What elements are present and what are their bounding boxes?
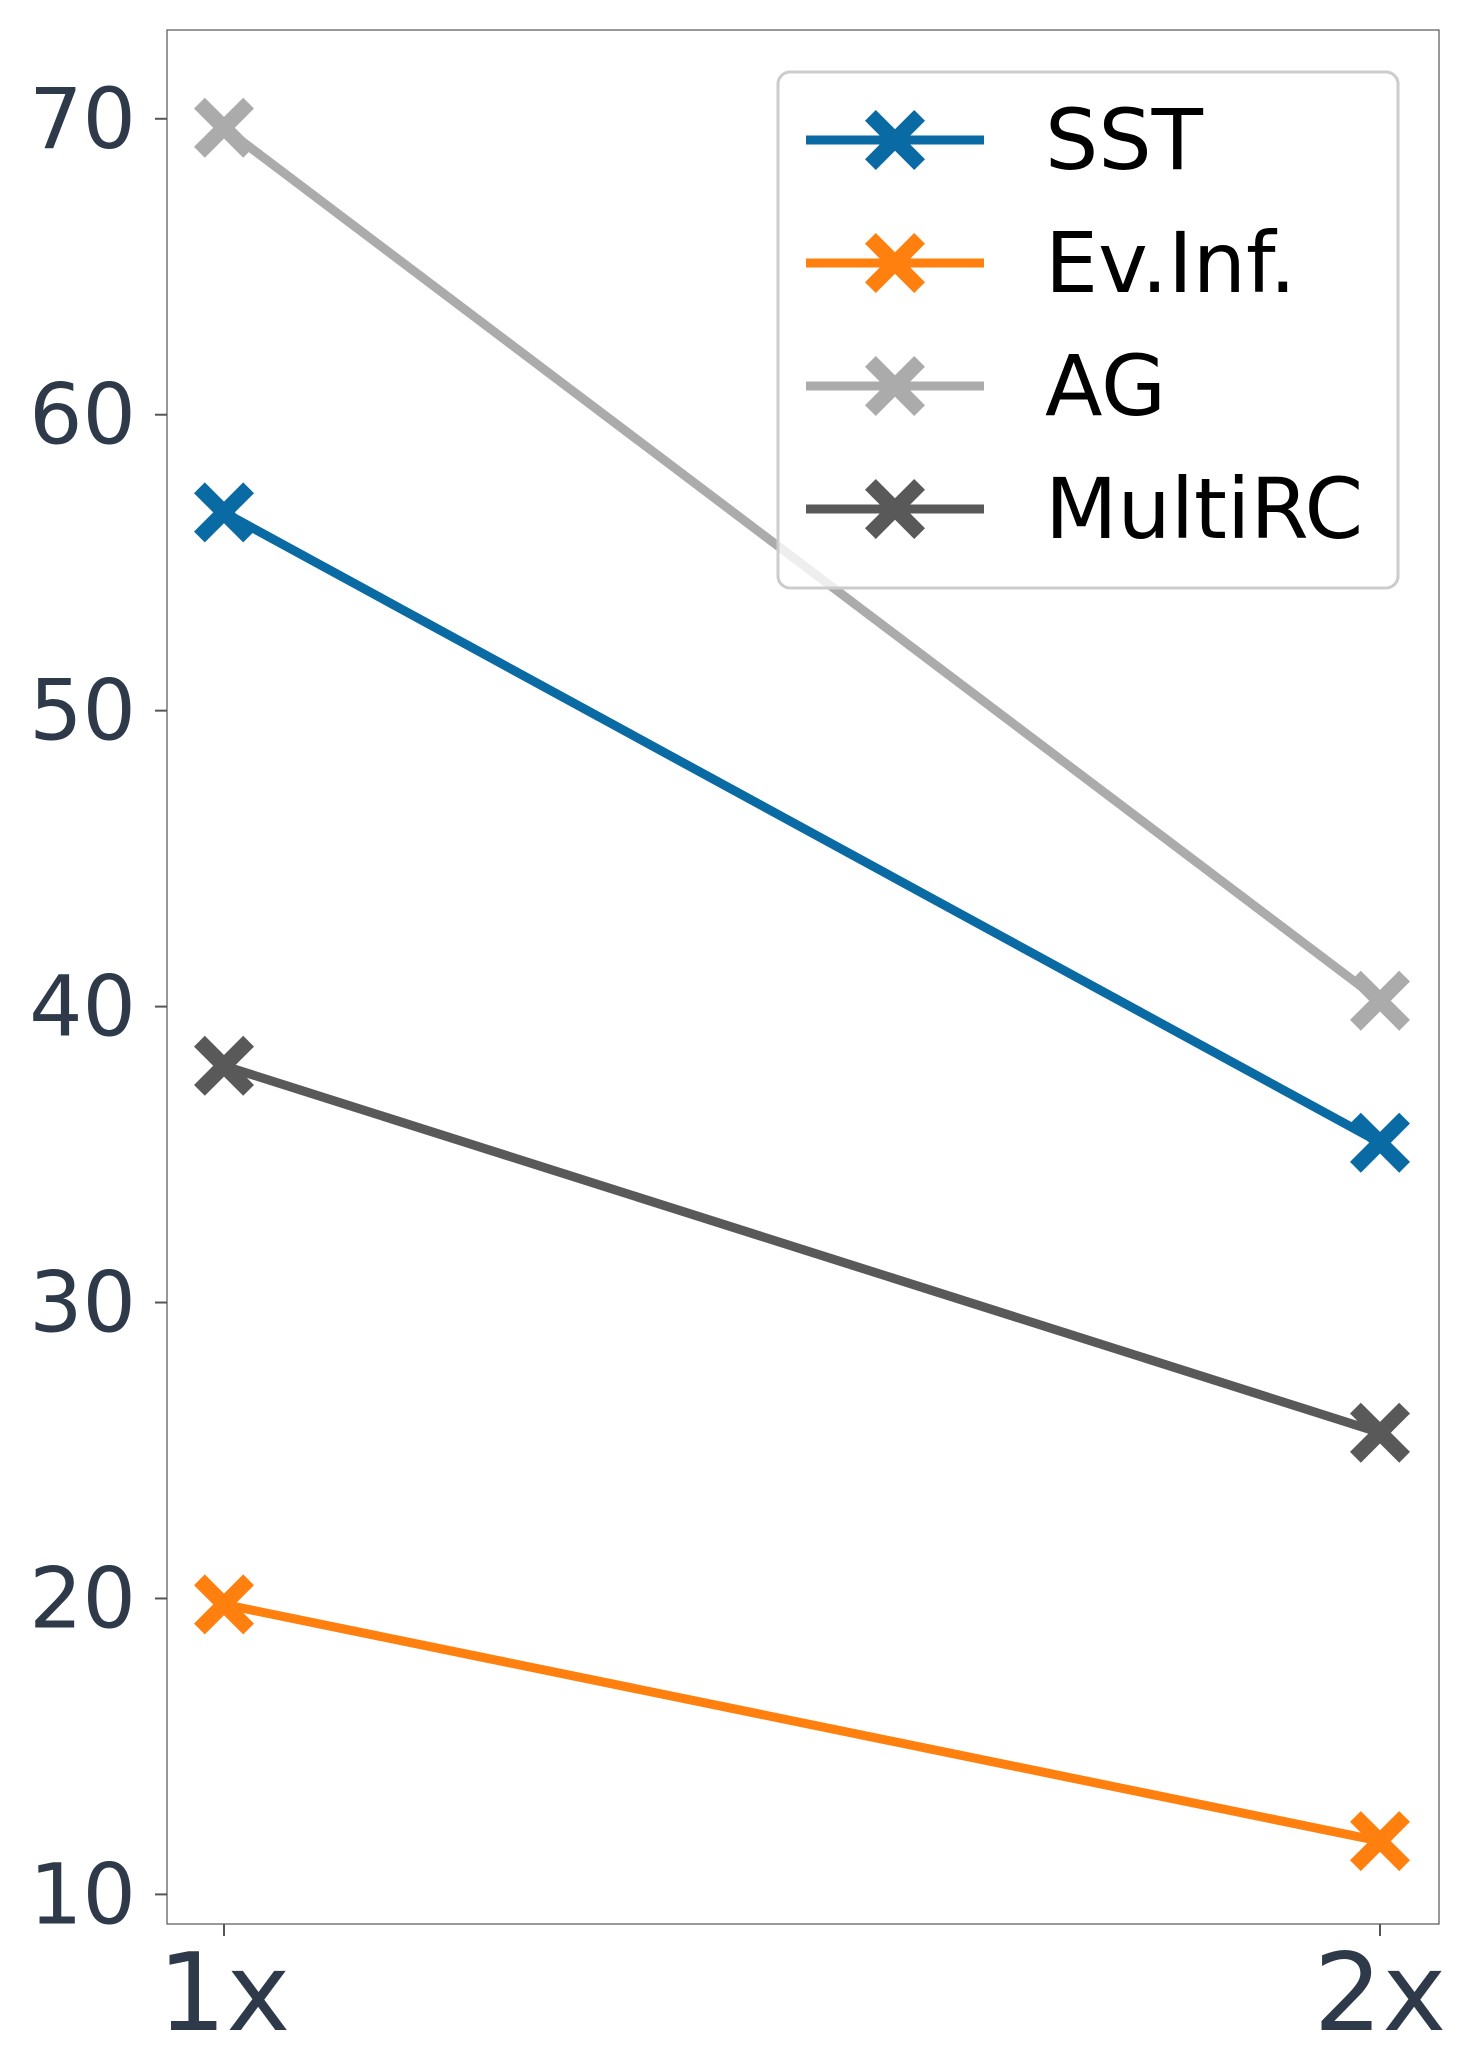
series-ev-inf-: [194, 1574, 1410, 1872]
data-point-marker: [1350, 1112, 1410, 1173]
series-line: [222, 1061, 1382, 1438]
legend-item: Ev.Inf.: [806, 214, 1296, 312]
series-line: [221, 508, 1383, 1147]
legend-item: MultiRC: [806, 460, 1363, 558]
legend-marker: [865, 479, 925, 539]
legend-label: Ev.Inf.: [1045, 214, 1296, 312]
y-tick-label: 70: [29, 70, 136, 168]
y-axis: 10 20 30 40 50 60 70: [29, 70, 167, 1943]
y-tick-label: 60: [29, 366, 136, 464]
series-sst: [194, 482, 1410, 1173]
legend-label: AG: [1045, 337, 1166, 435]
legend-marker: [865, 233, 925, 293]
y-tick-label: 20: [29, 1549, 136, 1647]
legend-marker: [865, 110, 925, 170]
legend-label: MultiRC: [1045, 460, 1363, 558]
legend-box: [776, 70, 1400, 590]
legend-item: SST: [806, 91, 1204, 189]
legend: SST Ev.Inf. AG MultiRC: [776, 70, 1400, 590]
data-point-marker: [194, 482, 254, 543]
legend-label: SST: [1045, 91, 1204, 189]
series-layer: [194, 97, 1410, 1872]
x-axis: 1x 2x: [158, 1924, 1447, 2056]
data-point-marker: [194, 1035, 254, 1096]
y-tick-label: 30: [29, 1254, 136, 1352]
y-tick-label: 10: [29, 1845, 136, 1943]
data-point-marker: [1350, 1811, 1410, 1872]
series-line: [223, 1599, 1381, 1846]
data-point-marker: [194, 1574, 254, 1635]
series-multirc: [194, 1035, 1410, 1463]
x-tick-label: 2x: [1314, 1931, 1447, 2056]
legend-item: AG: [806, 337, 1166, 435]
y-tick-label: 50: [29, 662, 136, 760]
y-tick-label: 40: [29, 958, 136, 1056]
data-point-marker: [194, 97, 254, 158]
plot-frame: [166, 29, 1440, 1925]
legend-marker: [865, 356, 925, 416]
data-point-marker: [1350, 970, 1410, 1031]
x-tick-label: 1x: [158, 1931, 291, 2056]
data-point-marker: [1350, 1402, 1410, 1463]
